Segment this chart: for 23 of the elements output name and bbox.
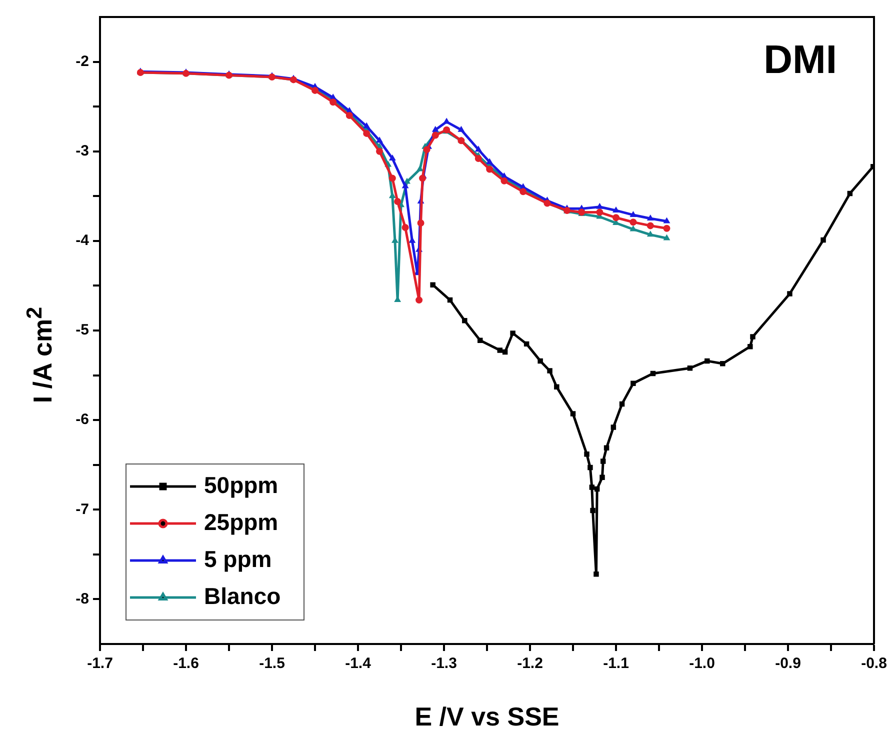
text: DMI <box>764 38 837 82</box>
x-tick-label: -1.5 <box>259 655 285 672</box>
x-tick-label: -1.1 <box>603 655 629 672</box>
x-tick-label: -1.3 <box>431 655 457 672</box>
y-tick-label: -8 <box>76 590 89 608</box>
x-tick-label: -1.2 <box>517 655 543 672</box>
legend-label: 50ppm <box>204 472 278 498</box>
legend-label: 25ppm <box>204 508 278 535</box>
y-tick-label: -7 <box>76 500 89 518</box>
x-tick-label: -0.9 <box>775 655 801 672</box>
x-tick-label: -1.7 <box>87 655 113 672</box>
x-tick-label: -1.0 <box>689 655 715 672</box>
legend-label: 5 ppm <box>204 546 272 572</box>
x-tick-label: -1.4 <box>345 655 372 672</box>
x-axis-title: E /V vs SSE <box>414 702 560 732</box>
y-tick-label: -5 <box>76 322 89 339</box>
legend-label: Blanco <box>204 582 281 609</box>
y-tick-label: -3 <box>76 142 89 160</box>
y-tick-label: -6 <box>76 411 89 428</box>
x-tick-label: -1.6 <box>173 655 199 672</box>
x-tick-label: -0.8 <box>861 655 887 672</box>
y-tick-label: -4 <box>76 232 90 250</box>
y-tick-label: -2 <box>76 52 89 70</box>
